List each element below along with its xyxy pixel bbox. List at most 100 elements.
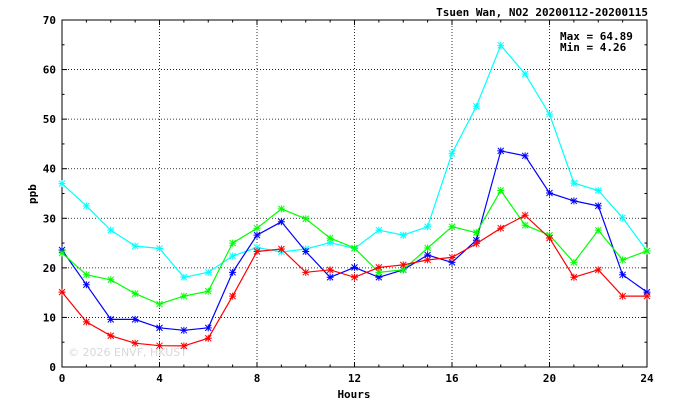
data-point bbox=[594, 226, 602, 234]
data-point bbox=[521, 211, 529, 219]
x-tick-label: 12 bbox=[348, 372, 361, 385]
data-point bbox=[497, 41, 505, 49]
data-point bbox=[156, 324, 163, 332]
data-point bbox=[570, 258, 578, 266]
data-point bbox=[204, 324, 212, 332]
data-point bbox=[619, 271, 627, 279]
data-point bbox=[448, 223, 456, 231]
data-point bbox=[570, 273, 578, 281]
x-axis-label: Hours bbox=[337, 388, 370, 401]
data-point bbox=[594, 202, 602, 210]
max-readout: Max = 64.89 bbox=[560, 30, 633, 43]
data-point bbox=[375, 273, 383, 281]
data-point bbox=[253, 247, 261, 255]
data-point bbox=[546, 234, 553, 242]
x-tick-label: 16 bbox=[445, 372, 459, 385]
data-point bbox=[594, 187, 602, 195]
series-1 bbox=[58, 147, 651, 334]
data-point bbox=[302, 215, 310, 223]
data-point bbox=[399, 231, 407, 239]
data-point bbox=[521, 70, 529, 78]
data-point bbox=[58, 288, 66, 296]
y-tick-label: 70 bbox=[43, 14, 56, 27]
min-readout: Min = 4.26 bbox=[560, 41, 627, 54]
y-tick-label: 40 bbox=[43, 163, 56, 176]
data-point bbox=[229, 292, 237, 300]
data-point bbox=[107, 315, 115, 323]
data-point bbox=[131, 339, 139, 347]
y-tick-label: 50 bbox=[43, 113, 56, 126]
data-point bbox=[351, 263, 358, 271]
data-point bbox=[156, 245, 163, 253]
series-3 bbox=[58, 211, 651, 350]
data-point bbox=[326, 273, 334, 281]
data-point bbox=[546, 189, 553, 197]
data-point bbox=[58, 180, 66, 188]
data-point bbox=[277, 245, 285, 253]
data-point bbox=[424, 256, 432, 264]
data-point bbox=[399, 266, 407, 274]
data-point bbox=[472, 240, 480, 248]
x-axis-ticks: 0 4 8 12 16 20 24 bbox=[59, 20, 654, 385]
y-tick-label: 30 bbox=[43, 212, 56, 225]
data-point bbox=[570, 197, 578, 205]
x-tick-label: 20 bbox=[543, 372, 556, 385]
data-point bbox=[497, 224, 505, 232]
data-point bbox=[277, 205, 285, 213]
x-tick-label: 0 bbox=[59, 372, 66, 385]
data-point bbox=[253, 224, 261, 232]
data-point bbox=[399, 261, 407, 269]
data-point bbox=[253, 231, 261, 239]
data-point bbox=[326, 239, 334, 247]
data-point bbox=[643, 247, 651, 255]
data-point bbox=[204, 334, 212, 342]
data-point bbox=[180, 292, 188, 300]
data-point bbox=[302, 268, 310, 276]
data-point bbox=[375, 263, 383, 271]
data-point bbox=[58, 249, 66, 257]
grid-lines bbox=[62, 20, 647, 367]
data-point bbox=[180, 273, 188, 281]
data-point bbox=[204, 268, 212, 276]
data-point bbox=[521, 221, 529, 229]
data-point bbox=[619, 214, 627, 222]
y-tick-label: 0 bbox=[49, 361, 56, 374]
data-point bbox=[326, 234, 334, 242]
data-point bbox=[424, 251, 432, 259]
data-point bbox=[82, 202, 90, 210]
data-point bbox=[326, 266, 334, 274]
data-point bbox=[229, 268, 237, 276]
y-tick-label: 20 bbox=[43, 262, 56, 275]
data-point bbox=[229, 239, 237, 247]
data-point bbox=[156, 300, 163, 308]
data-point bbox=[156, 342, 163, 350]
data-point bbox=[302, 247, 310, 255]
data-point bbox=[82, 318, 90, 326]
x-tick-label: 8 bbox=[254, 372, 261, 385]
data-point bbox=[107, 276, 115, 284]
data-point bbox=[448, 149, 456, 157]
data-point bbox=[497, 187, 505, 195]
data-point bbox=[472, 229, 480, 237]
data-point bbox=[131, 290, 139, 298]
data-point bbox=[424, 223, 432, 231]
data-point bbox=[472, 102, 480, 110]
series-line bbox=[61, 150, 648, 331]
data-point bbox=[204, 287, 212, 295]
data-point bbox=[594, 266, 602, 274]
data-point bbox=[277, 218, 285, 226]
data-point bbox=[643, 292, 651, 300]
data-point bbox=[497, 147, 505, 155]
data-point bbox=[131, 315, 139, 323]
series-group bbox=[58, 41, 651, 350]
y-tick-label: 10 bbox=[43, 311, 56, 324]
data-point bbox=[351, 244, 358, 252]
data-point bbox=[619, 292, 627, 300]
data-point bbox=[521, 152, 529, 160]
data-point bbox=[253, 244, 261, 252]
data-point bbox=[619, 256, 627, 264]
data-point bbox=[229, 252, 237, 260]
x-tick-label: 24 bbox=[640, 372, 654, 385]
data-point bbox=[82, 281, 90, 289]
